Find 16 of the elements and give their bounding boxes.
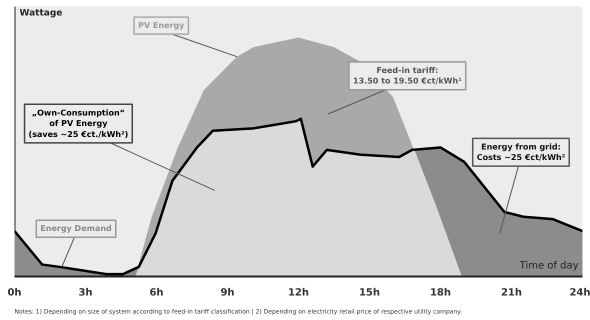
x-tick-label: 21h — [500, 288, 522, 298]
x-tick-label: 3h — [78, 288, 93, 298]
x-tick-label: 12h — [288, 288, 310, 298]
text: PV Energy — [138, 21, 186, 30]
annotation: Energy Demand — [40, 224, 112, 234]
x-tick-label: 9h — [220, 288, 235, 298]
annotation: Feed-in tariff: 13.50 to 19.50 €ct/kWh¹ — [353, 66, 462, 86]
x-axis-title: Time of day — [518, 260, 579, 272]
x-tick-label: 24h — [569, 288, 590, 298]
annotation: „Own-Consumption“ of PV Energy (saves ~25 €ct./kWh²) — [28, 108, 128, 139]
x-tick-label: 18h — [430, 288, 452, 298]
x-tick-label: 15h — [358, 288, 380, 298]
x-tick-label: 0h — [7, 288, 22, 298]
annotation: Energy from grid: Costs ~25 €ct/kWh² — [476, 142, 566, 162]
y-axis-title: Wattage — [20, 8, 62, 18]
x-tick-label: 6h — [149, 288, 164, 298]
